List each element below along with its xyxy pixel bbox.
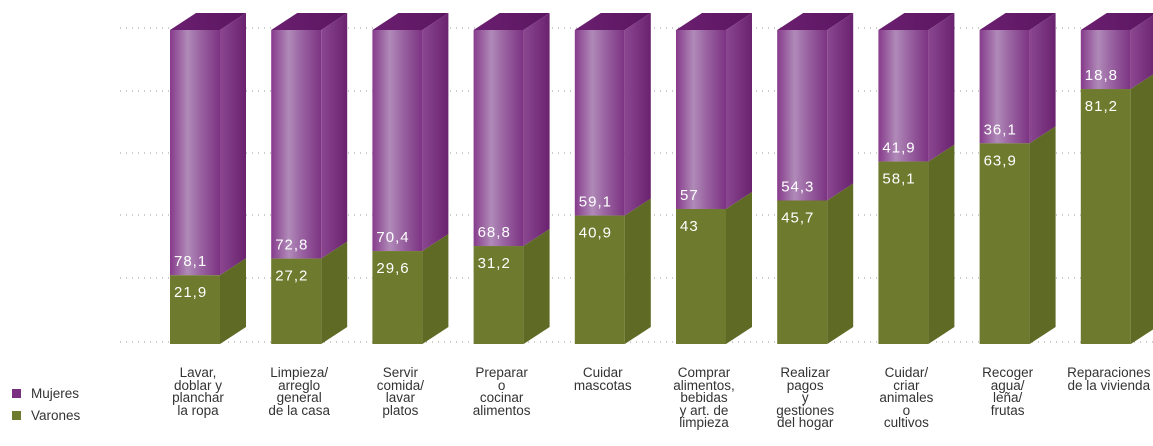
bar-varones-front: [372, 251, 423, 344]
legend-item-varones: Varones: [12, 404, 80, 426]
bar-mujeres-side: [1029, 13, 1056, 144]
bar-mujeres-side: [624, 13, 651, 216]
bar-mujeres-side: [726, 13, 752, 209]
category-label: Reparaciones de la vivienda: [1067, 365, 1151, 393]
bar-top-face: [676, 13, 752, 30]
category-label: Servir comida/ lavar platos: [376, 365, 425, 418]
category-label: Preparar o cocinar alimentos: [472, 365, 531, 418]
bar-varones-front: [676, 208, 726, 344]
bar-6: 57 43: [676, 13, 752, 344]
label-mujeres-value: 72,8: [275, 237, 308, 254]
bar-varones-side: [726, 191, 752, 344]
legend-label-mujeres: Mujeres: [31, 385, 80, 401]
label-varones-value: 45,7: [781, 210, 814, 227]
bar-top-face: [878, 13, 955, 30]
label-varones-value: 63,9: [984, 152, 1017, 169]
label-varones-value: 43: [680, 218, 699, 235]
bar-mujeres-front: [372, 30, 423, 252]
label-mujeres-value: 41,9: [882, 140, 915, 157]
bar-mujeres-front: [777, 30, 828, 201]
bar-top-face: [979, 13, 1056, 30]
bar-varones-side: [220, 258, 246, 344]
label-mujeres-value: 54,3: [781, 179, 814, 196]
bar-top-face: [372, 13, 449, 30]
label-varones-value: 31,2: [478, 255, 511, 272]
label-varones-value: 40,9: [579, 225, 612, 242]
bar-1: 78,1 21,9: [170, 13, 246, 344]
label-mujeres-value: 78,1: [174, 253, 207, 270]
bar-mujeres-side: [928, 13, 955, 162]
bar-mujeres-front: [878, 30, 929, 162]
bar-5: 59,1 40,9: [574, 13, 651, 344]
category-label: Cuidar mascotas: [573, 365, 632, 393]
category-label: Recoger agua/ leña/ frutas: [982, 365, 1034, 418]
label-mujeres-value: 59,1: [579, 194, 612, 211]
bar-varones-front: [777, 200, 828, 344]
bar-mujeres-front: [1080, 30, 1131, 90]
bar-mujeres-side: [321, 13, 348, 259]
bar-varones-side: [624, 198, 651, 344]
bar-varones-front: [170, 275, 220, 344]
legend-swatch-varones: [12, 410, 21, 420]
bar-8: 41,9 58,1: [878, 13, 955, 344]
bar-varones-side: [523, 229, 550, 344]
bar-mujeres-side: [422, 13, 449, 252]
legend: Mujeres Varones: [12, 382, 80, 426]
bar-varones-front: [574, 215, 625, 344]
bar-3: 70,4 29,6: [372, 13, 449, 344]
label-varones-value: 21,9: [174, 284, 207, 301]
label-mujeres-value: 18,8: [1085, 67, 1118, 84]
legend-item-mujeres: Mujeres: [12, 382, 80, 404]
bar-varones-side: [422, 234, 449, 344]
bar-top-face: [1080, 13, 1153, 30]
label-varones-value: 27,2: [275, 268, 308, 285]
category-label: Limpieza/ arreglo general de la casa: [268, 365, 330, 418]
bar-varones-front: [1080, 89, 1131, 344]
bar-10: 18,8 81,2: [1080, 13, 1153, 344]
bar-varones-side: [827, 183, 854, 344]
bar-2: 72,8 27,2: [271, 13, 348, 344]
bar-top-face: [271, 13, 348, 30]
label-mujeres-value: 68,8: [478, 224, 511, 241]
bar-top-face: [777, 13, 854, 30]
bar-mujeres-front: [676, 30, 726, 209]
label-mujeres-value: 36,1: [984, 121, 1017, 138]
label-varones-value: 58,1: [882, 171, 915, 188]
bar-7: 54,3 45,7: [777, 13, 854, 344]
bar-mujeres-side: [827, 13, 854, 201]
bar-9: 36,1 63,9: [979, 13, 1056, 344]
bar-varones-side: [1130, 74, 1153, 344]
bar-mujeres-side: [220, 13, 246, 276]
category-label: Comprar alimentos, bebidas y art. de lim…: [673, 365, 735, 430]
bars: 78,1 21,9 72,8 27,2 70,4 29,6 68,8 31,2 59,1 40,9…: [170, 13, 1153, 344]
bar-mujeres-front: [271, 30, 322, 259]
category-label: Lavar, doblar y planchar la ropa: [172, 365, 224, 418]
bar-top-face: [574, 13, 651, 30]
label-mujeres-value: 57: [680, 187, 699, 204]
legend-label-varones: Varones: [31, 407, 81, 423]
bar-varones-front: [271, 258, 322, 344]
category-label: Realizar pagos y gestiones del hogar: [776, 365, 835, 430]
legend-swatch-mujeres: [12, 388, 21, 398]
bar-top-face: [473, 13, 550, 30]
bar-mujeres-front: [574, 30, 625, 216]
bar-varones-side: [1029, 126, 1056, 344]
bar-mujeres-front: [170, 30, 220, 276]
bar-varones-front: [473, 246, 524, 344]
bar-varones-side: [321, 241, 348, 344]
bar-mujeres-side: [1130, 15, 1153, 90]
label-varones-value: 81,2: [1085, 98, 1118, 115]
bar-mujeres-front: [473, 30, 524, 247]
bar-varones-front: [878, 161, 929, 344]
label-varones-value: 29,6: [376, 260, 409, 277]
label-mujeres-value: 70,4: [376, 229, 409, 246]
bar-top-face: [170, 13, 246, 30]
bar-mujeres-side: [523, 13, 550, 247]
bar-varones-side: [928, 144, 955, 344]
bar-varones-front: [979, 143, 1030, 344]
bar-mujeres-front: [979, 30, 1030, 144]
category-label: Cuidar/ criar animales o cultivos: [879, 365, 934, 430]
bar-4: 68,8 31,2: [473, 13, 550, 344]
